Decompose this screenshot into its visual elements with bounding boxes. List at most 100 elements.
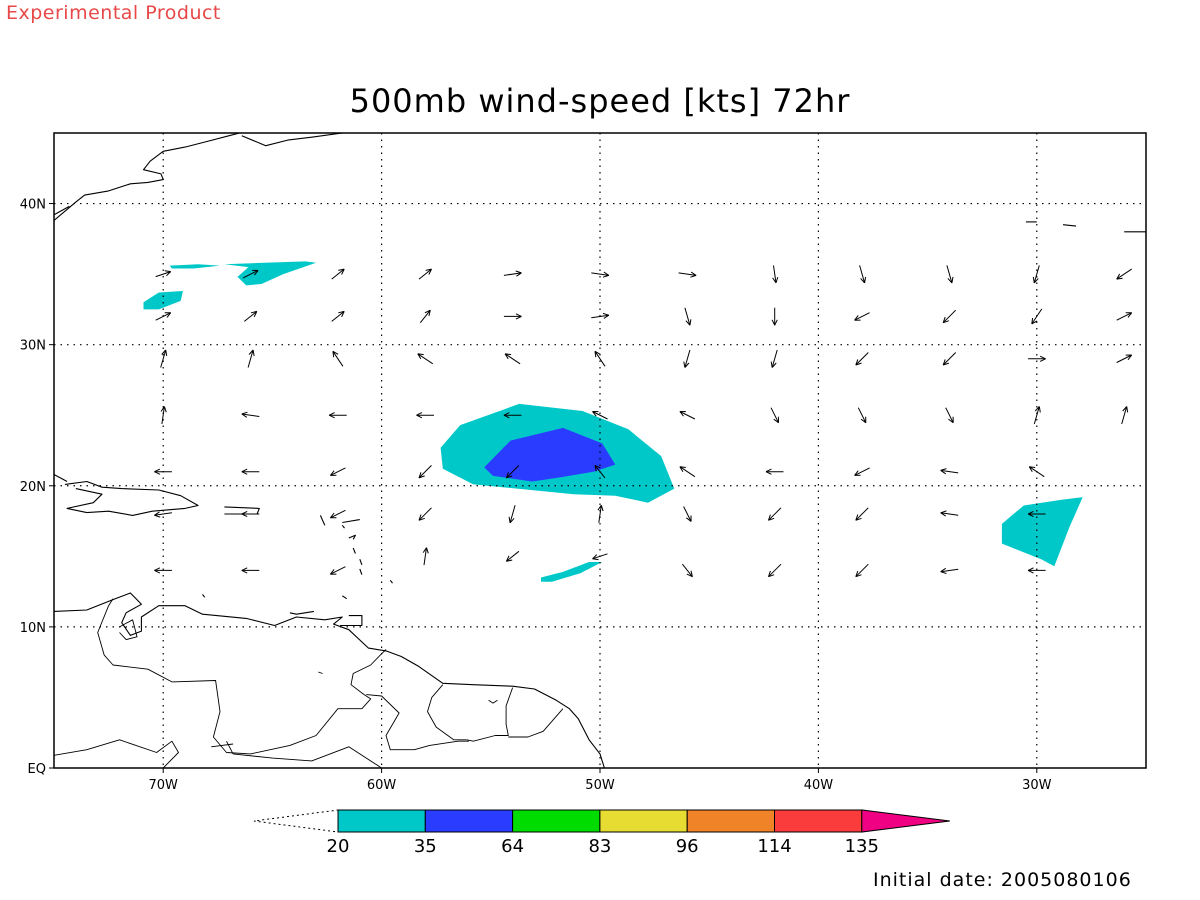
colorbar-tick-label: 20 [327, 836, 350, 857]
wind-vector [416, 412, 434, 419]
wind-vector [765, 468, 784, 475]
wind-vector [857, 407, 867, 424]
wind-vector [946, 265, 954, 284]
island-outline [1062, 224, 1077, 227]
wind-vector [854, 467, 870, 476]
wind-vector [331, 310, 345, 322]
lat-tick-label: EQ [28, 762, 46, 777]
country-border [466, 687, 514, 742]
wind-vector [154, 511, 172, 518]
wind-vector [770, 349, 778, 368]
wind-vector [330, 566, 346, 575]
inland-feature [488, 699, 498, 704]
island-outline [319, 515, 326, 526]
lon-tick-label: 60W [367, 778, 397, 793]
colorbar-below-min-triangle [253, 809, 339, 833]
inland-feature [318, 671, 323, 674]
wind-vector [1027, 510, 1046, 518]
wind-region-20-35 [169, 264, 220, 269]
wind-vector [1031, 308, 1043, 325]
island-outline [389, 579, 393, 584]
wind-vector [1032, 265, 1040, 284]
wind-vector [597, 505, 604, 523]
wind-vector [1033, 406, 1041, 425]
island-outline [341, 595, 348, 600]
wind-vector [155, 270, 172, 278]
coastline [54, 133, 240, 221]
wind-vector [154, 567, 172, 574]
axis-labels: 70W 60W 50W 40W 30W EQ 10N 20N 30N 40N [20, 198, 1052, 793]
wind-vector [241, 510, 260, 518]
wind-vector [418, 268, 432, 280]
gridlines [54, 133, 1146, 768]
wind-vector [160, 349, 168, 368]
colorbar-segment [599, 809, 688, 833]
wind-shading-layer [143, 261, 1083, 582]
wind-vector [241, 567, 260, 574]
wind-vector [855, 563, 869, 578]
wind-vector [770, 407, 779, 424]
wind-vector [854, 312, 870, 321]
island-outline [224, 506, 260, 515]
wind-vector [331, 268, 345, 280]
coastline [241, 133, 343, 147]
wind-vector [328, 412, 347, 419]
wind-region-20-35 [224, 261, 317, 286]
island-outline [359, 568, 363, 575]
wind-vector [679, 466, 696, 478]
colorbar-tick-label: 83 [588, 836, 611, 857]
wind-vector [155, 312, 172, 321]
wind-vector [247, 349, 255, 368]
country-border [54, 739, 179, 768]
wind-vector [1116, 312, 1133, 321]
colorbar-tick-label: 135 [845, 836, 879, 857]
wind-vector [591, 271, 610, 278]
wind-vector [1028, 466, 1045, 478]
wind-vector [682, 563, 693, 578]
wind-region-35-64 [484, 427, 616, 482]
wind-vector [945, 407, 954, 424]
wind-vector [417, 353, 434, 365]
wind-vector [242, 269, 259, 279]
initial-date-label: Initial date: 2005080106 [873, 869, 1132, 891]
wind-vector [679, 411, 696, 420]
wind-vector [1027, 567, 1046, 574]
wind-vector [160, 406, 167, 425]
wind-vector [855, 352, 869, 366]
wind-vector [330, 509, 346, 519]
wind-vector [1116, 268, 1132, 280]
wind-vector [332, 350, 344, 367]
colorbar-tick-label: 114 [757, 836, 791, 857]
colorbar-tick-label: 96 [676, 836, 699, 857]
wind-vector [592, 553, 608, 561]
wind-vector [503, 313, 522, 320]
colorbar-tick-label: 35 [414, 836, 437, 857]
wind-vector [503, 270, 522, 277]
lon-tick-label: 30W [1022, 778, 1052, 793]
lon-tick-label: 40W [804, 778, 834, 793]
country-border [366, 694, 469, 751]
colorbar-segment [774, 809, 863, 833]
wind-vector [594, 464, 606, 479]
island-outline [54, 474, 68, 482]
colorbar: 20 35 64 83 96 114 135 [253, 809, 950, 857]
coastline [54, 205, 70, 216]
wind-vector [505, 465, 520, 479]
wind-vector [504, 353, 521, 365]
colorbar-segment [512, 809, 601, 833]
wind-vector [508, 505, 516, 524]
wind-vector-layer [154, 265, 1133, 578]
wind-vector [683, 506, 692, 522]
wind-vector [1121, 406, 1129, 425]
island-outline [202, 594, 206, 598]
wind-vector [241, 411, 260, 418]
wind-vector [771, 307, 778, 326]
island-outline [340, 615, 363, 627]
wind-vector [678, 271, 697, 278]
lat-tick-label: 20N [20, 480, 46, 495]
wind-vector [505, 550, 520, 562]
wind-vector [1116, 354, 1133, 363]
wind-vector [592, 411, 608, 420]
country-border [427, 684, 467, 741]
colorbar-tick-label: 64 [501, 836, 524, 857]
